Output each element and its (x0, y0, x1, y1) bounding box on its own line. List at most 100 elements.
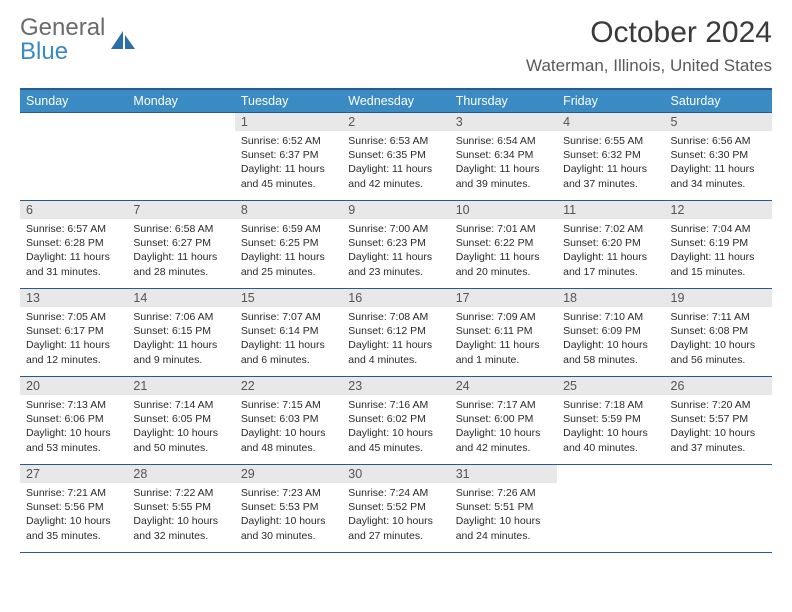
day-number: 17 (450, 289, 557, 307)
calendar-cell: 3Sunrise: 6:54 AMSunset: 6:34 PMDaylight… (450, 113, 557, 201)
calendar-row: 6Sunrise: 6:57 AMSunset: 6:28 PMDaylight… (20, 201, 772, 289)
calendar-cell: 29Sunrise: 7:23 AMSunset: 5:53 PMDayligh… (235, 465, 342, 553)
day-number: 13 (20, 289, 127, 307)
day-number: 27 (20, 465, 127, 483)
calendar-cell: 18Sunrise: 7:10 AMSunset: 6:09 PMDayligh… (557, 289, 664, 377)
calendar-cell: 7Sunrise: 6:58 AMSunset: 6:27 PMDaylight… (127, 201, 234, 289)
day-details: Sunrise: 7:13 AMSunset: 6:06 PMDaylight:… (20, 395, 127, 459)
day-details: Sunrise: 7:01 AMSunset: 6:22 PMDaylight:… (450, 219, 557, 283)
day-details: Sunrise: 7:23 AMSunset: 5:53 PMDaylight:… (235, 483, 342, 547)
weekday-header: Thursday (450, 89, 557, 113)
day-details: Sunrise: 7:05 AMSunset: 6:17 PMDaylight:… (20, 307, 127, 371)
day-details: Sunrise: 6:53 AMSunset: 6:35 PMDaylight:… (342, 131, 449, 195)
day-number: 12 (665, 201, 772, 219)
calendar-cell: 22Sunrise: 7:15 AMSunset: 6:03 PMDayligh… (235, 377, 342, 465)
day-details: Sunrise: 6:54 AMSunset: 6:34 PMDaylight:… (450, 131, 557, 195)
day-number: 4 (557, 113, 664, 131)
calendar-cell (557, 465, 664, 553)
day-number: 5 (665, 113, 772, 131)
day-number: 20 (20, 377, 127, 395)
sail-icon (109, 29, 137, 51)
calendar-cell: 21Sunrise: 7:14 AMSunset: 6:05 PMDayligh… (127, 377, 234, 465)
weekday-header: Tuesday (235, 89, 342, 113)
weekday-header: Monday (127, 89, 234, 113)
day-details: Sunrise: 7:17 AMSunset: 6:00 PMDaylight:… (450, 395, 557, 459)
day-details: Sunrise: 7:04 AMSunset: 6:19 PMDaylight:… (665, 219, 772, 283)
weekday-header: Friday (557, 89, 664, 113)
day-details: Sunrise: 6:57 AMSunset: 6:28 PMDaylight:… (20, 219, 127, 283)
page-header: General Blue October 2024 Waterman, Illi… (20, 16, 772, 76)
logo: General Blue (20, 16, 137, 64)
day-details: Sunrise: 7:09 AMSunset: 6:11 PMDaylight:… (450, 307, 557, 371)
calendar-cell: 9Sunrise: 7:00 AMSunset: 6:23 PMDaylight… (342, 201, 449, 289)
day-number: 26 (665, 377, 772, 395)
day-number: 8 (235, 201, 342, 219)
calendar-cell: 14Sunrise: 7:06 AMSunset: 6:15 PMDayligh… (127, 289, 234, 377)
day-details: Sunrise: 7:26 AMSunset: 5:51 PMDaylight:… (450, 483, 557, 547)
day-details: Sunrise: 7:08 AMSunset: 6:12 PMDaylight:… (342, 307, 449, 371)
day-details: Sunrise: 6:59 AMSunset: 6:25 PMDaylight:… (235, 219, 342, 283)
day-details: Sunrise: 6:52 AMSunset: 6:37 PMDaylight:… (235, 131, 342, 195)
calendar-header-row: SundayMondayTuesdayWednesdayThursdayFrid… (20, 89, 772, 113)
day-details: Sunrise: 7:22 AMSunset: 5:55 PMDaylight:… (127, 483, 234, 547)
day-number: 24 (450, 377, 557, 395)
day-number: 18 (557, 289, 664, 307)
calendar-cell: 17Sunrise: 7:09 AMSunset: 6:11 PMDayligh… (450, 289, 557, 377)
calendar-cell: 31Sunrise: 7:26 AMSunset: 5:51 PMDayligh… (450, 465, 557, 553)
calendar-cell: 25Sunrise: 7:18 AMSunset: 5:59 PMDayligh… (557, 377, 664, 465)
day-details: Sunrise: 7:02 AMSunset: 6:20 PMDaylight:… (557, 219, 664, 283)
day-details: Sunrise: 7:20 AMSunset: 5:57 PMDaylight:… (665, 395, 772, 459)
calendar-cell: 11Sunrise: 7:02 AMSunset: 6:20 PMDayligh… (557, 201, 664, 289)
day-number: 1 (235, 113, 342, 131)
calendar-cell: 26Sunrise: 7:20 AMSunset: 5:57 PMDayligh… (665, 377, 772, 465)
day-details: Sunrise: 7:24 AMSunset: 5:52 PMDaylight:… (342, 483, 449, 547)
calendar-cell: 20Sunrise: 7:13 AMSunset: 6:06 PMDayligh… (20, 377, 127, 465)
calendar-row: 13Sunrise: 7:05 AMSunset: 6:17 PMDayligh… (20, 289, 772, 377)
location-text: Waterman, Illinois, United States (526, 56, 772, 76)
weekday-header: Wednesday (342, 89, 449, 113)
title-block: October 2024 Waterman, Illinois, United … (526, 16, 772, 76)
weekday-header: Saturday (665, 89, 772, 113)
calendar-cell: 27Sunrise: 7:21 AMSunset: 5:56 PMDayligh… (20, 465, 127, 553)
calendar-cell: 23Sunrise: 7:16 AMSunset: 6:02 PMDayligh… (342, 377, 449, 465)
calendar-cell: 30Sunrise: 7:24 AMSunset: 5:52 PMDayligh… (342, 465, 449, 553)
logo-text: General Blue (20, 16, 105, 64)
calendar-row: 1Sunrise: 6:52 AMSunset: 6:37 PMDaylight… (20, 113, 772, 201)
day-details: Sunrise: 7:06 AMSunset: 6:15 PMDaylight:… (127, 307, 234, 371)
day-details: Sunrise: 7:21 AMSunset: 5:56 PMDaylight:… (20, 483, 127, 547)
day-details: Sunrise: 7:07 AMSunset: 6:14 PMDaylight:… (235, 307, 342, 371)
day-number: 6 (20, 201, 127, 219)
day-number: 3 (450, 113, 557, 131)
calendar-cell: 24Sunrise: 7:17 AMSunset: 6:00 PMDayligh… (450, 377, 557, 465)
calendar-cell: 10Sunrise: 7:01 AMSunset: 6:22 PMDayligh… (450, 201, 557, 289)
day-number: 21 (127, 377, 234, 395)
calendar-cell: 13Sunrise: 7:05 AMSunset: 6:17 PMDayligh… (20, 289, 127, 377)
calendar-cell: 16Sunrise: 7:08 AMSunset: 6:12 PMDayligh… (342, 289, 449, 377)
day-number: 29 (235, 465, 342, 483)
day-number: 7 (127, 201, 234, 219)
day-details: Sunrise: 6:56 AMSunset: 6:30 PMDaylight:… (665, 131, 772, 195)
calendar-cell: 2Sunrise: 6:53 AMSunset: 6:35 PMDaylight… (342, 113, 449, 201)
day-number: 11 (557, 201, 664, 219)
day-details: Sunrise: 7:14 AMSunset: 6:05 PMDaylight:… (127, 395, 234, 459)
calendar-cell: 28Sunrise: 7:22 AMSunset: 5:55 PMDayligh… (127, 465, 234, 553)
calendar-cell: 1Sunrise: 6:52 AMSunset: 6:37 PMDaylight… (235, 113, 342, 201)
day-details: Sunrise: 7:00 AMSunset: 6:23 PMDaylight:… (342, 219, 449, 283)
weekday-header: Sunday (20, 89, 127, 113)
calendar-cell: 4Sunrise: 6:55 AMSunset: 6:32 PMDaylight… (557, 113, 664, 201)
calendar-cell: 12Sunrise: 7:04 AMSunset: 6:19 PMDayligh… (665, 201, 772, 289)
logo-word-blue: Blue (20, 40, 105, 64)
day-number: 14 (127, 289, 234, 307)
calendar-cell: 6Sunrise: 6:57 AMSunset: 6:28 PMDaylight… (20, 201, 127, 289)
calendar-cell: 19Sunrise: 7:11 AMSunset: 6:08 PMDayligh… (665, 289, 772, 377)
day-number: 2 (342, 113, 449, 131)
calendar-row: 20Sunrise: 7:13 AMSunset: 6:06 PMDayligh… (20, 377, 772, 465)
calendar-cell (665, 465, 772, 553)
day-number: 16 (342, 289, 449, 307)
calendar-cell: 8Sunrise: 6:59 AMSunset: 6:25 PMDaylight… (235, 201, 342, 289)
calendar-body: 1Sunrise: 6:52 AMSunset: 6:37 PMDaylight… (20, 113, 772, 553)
day-details: Sunrise: 7:16 AMSunset: 6:02 PMDaylight:… (342, 395, 449, 459)
day-details: Sunrise: 7:10 AMSunset: 6:09 PMDaylight:… (557, 307, 664, 371)
day-details: Sunrise: 7:18 AMSunset: 5:59 PMDaylight:… (557, 395, 664, 459)
day-number: 15 (235, 289, 342, 307)
